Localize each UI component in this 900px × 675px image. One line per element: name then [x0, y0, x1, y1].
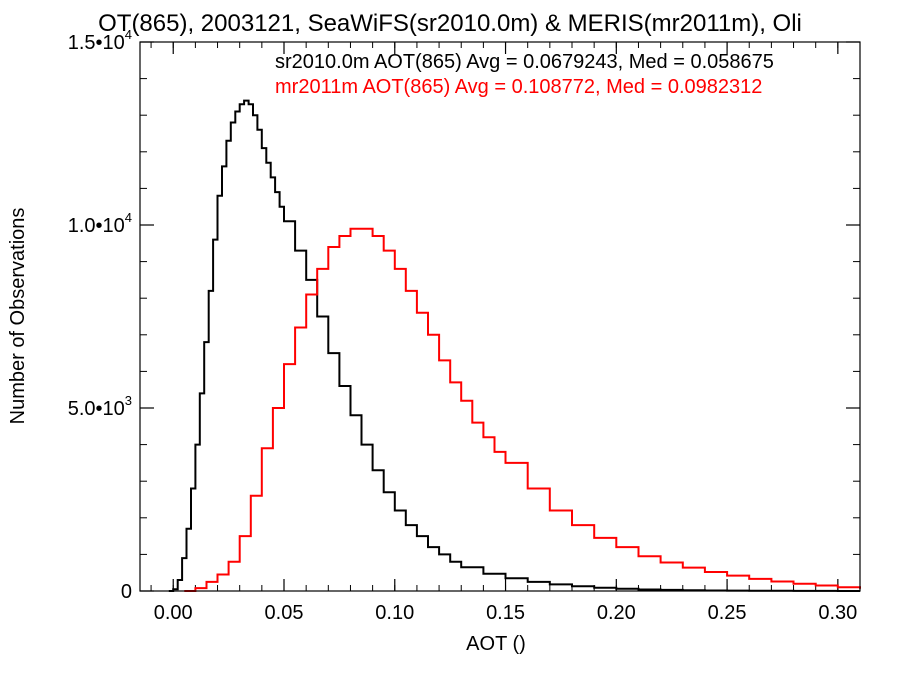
x-tick-label: 0.25 — [708, 602, 747, 624]
x-tick-label: 0.05 — [265, 602, 304, 624]
data-series — [168, 99, 861, 592]
x-tick-label: 0.15 — [486, 602, 525, 624]
series-line-mr2011m — [184, 227, 861, 592]
series-line-sr2010.0m — [168, 99, 860, 592]
y-tick-label: 0 — [121, 581, 132, 603]
y-tick-label: 1.5•104 — [68, 27, 132, 54]
x-tick-label: 0.30 — [818, 602, 857, 624]
y-tick-label: 5.0•103 — [68, 393, 132, 420]
plot-frame — [139, 41, 861, 592]
y-axis-label: Number of Observations — [7, 208, 29, 425]
x-tick-label: 0.10 — [375, 602, 414, 624]
series-0-stats-label: sr2010.0m AOT(865) Avg = 0.0679243, Med … — [275, 51, 774, 73]
y-tick-label: 1.0•104 — [68, 210, 132, 237]
x-axis-label: AOT () — [466, 633, 526, 655]
chart-title: OT(865), 2003121, SeaWiFS(sr2010.0m) & M… — [98, 10, 802, 37]
x-tick-labels: 0.00 0.05 0.10 0.15 0.20 0.25 0.30 — [154, 602, 858, 624]
x-tick-label: 0.00 — [154, 602, 193, 624]
axis-ticks — [140, 41, 861, 592]
x-tick-label: 0.20 — [597, 602, 636, 624]
series-1-stats-label: mr2011m AOT(865) Avg = 0.108772, Med = 0… — [275, 76, 762, 98]
y-tick-labels: 0 5.0•103 1.0•104 1.5•104 — [68, 27, 132, 603]
